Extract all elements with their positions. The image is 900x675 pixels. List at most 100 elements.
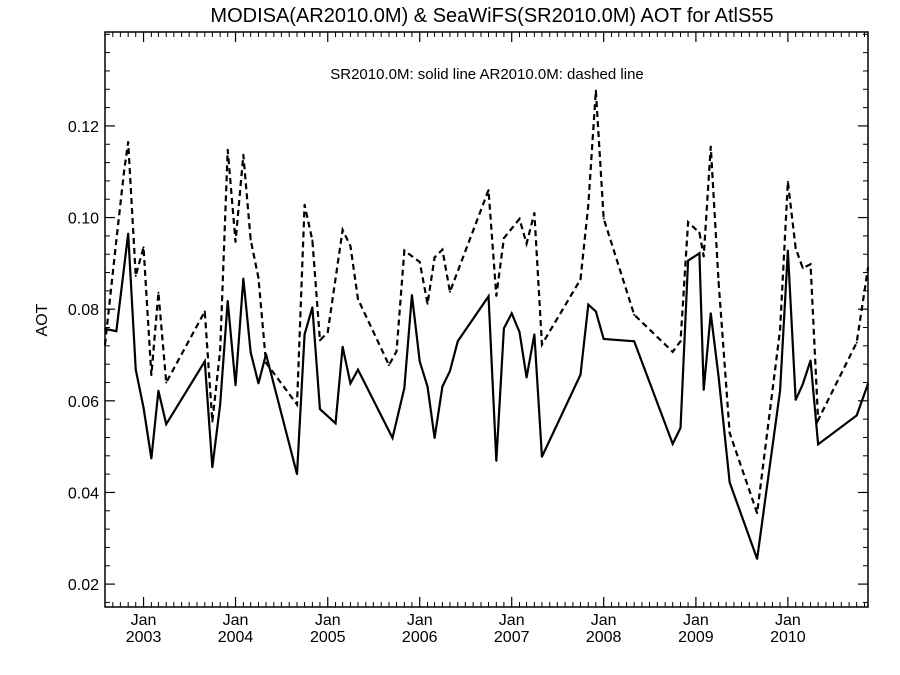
data-point (867, 382, 869, 385)
data-point (441, 248, 444, 251)
data-point (318, 408, 321, 411)
data-point (426, 302, 429, 305)
x-tick-year-label: 2007 (494, 629, 530, 646)
data-point (687, 259, 690, 262)
data-point (756, 557, 759, 560)
y-tick-label: 0.06 (68, 394, 99, 411)
data-point (104, 327, 106, 330)
data-point (341, 228, 344, 231)
data-point (633, 340, 636, 343)
data-point (540, 455, 543, 458)
data-point (456, 340, 459, 343)
data-point (234, 384, 237, 387)
legend-note: SR2010.0M: solid line AR2010.0M: dashed … (330, 66, 644, 83)
data-point (311, 306, 314, 309)
data-point (502, 237, 505, 240)
data-point (242, 153, 245, 156)
data-point (219, 349, 222, 352)
data-point (687, 221, 690, 224)
x-tick-month-label: Jan (683, 612, 709, 629)
data-point (115, 330, 118, 333)
data-point (150, 374, 153, 377)
x-tick-year-label: 2004 (218, 629, 254, 646)
data-point (142, 246, 145, 249)
data-point (387, 364, 390, 367)
data-point (525, 242, 528, 245)
data-point (698, 231, 701, 234)
data-point (296, 403, 299, 406)
data-point (502, 327, 505, 330)
data-point (579, 278, 582, 281)
data-point (594, 89, 597, 92)
x-tick-year-label: 2009 (678, 629, 714, 646)
data-point (817, 443, 820, 446)
data-point (203, 310, 206, 313)
data-point (702, 255, 705, 258)
plot-frame (104, 31, 869, 608)
x-tick-year-label: 2010 (770, 629, 806, 646)
data-point (142, 406, 145, 409)
data-point (855, 341, 858, 344)
data-point (403, 387, 406, 389)
data-point (433, 256, 436, 259)
data-point (679, 426, 682, 429)
x-tick-month-label: Jan (407, 612, 433, 629)
data-point (702, 388, 705, 391)
data-point (817, 419, 820, 422)
data-point (418, 360, 421, 363)
data-point (495, 459, 498, 462)
data-point (587, 303, 590, 306)
data-point (349, 382, 352, 385)
axis-ticks: 0.020.040.060.080.100.12Jan2003Jan2004Ja… (68, 32, 868, 646)
data-point (226, 148, 229, 151)
data-point (786, 249, 789, 252)
data-point (356, 368, 359, 371)
data-point (127, 140, 130, 143)
series-line-ar2010-0m (103, 90, 870, 514)
data-point (709, 145, 712, 148)
y-tick-label: 0.02 (68, 577, 99, 594)
data-point (219, 403, 222, 406)
y-tick-label: 0.08 (68, 302, 99, 319)
data-point (698, 252, 701, 255)
data-point (326, 331, 329, 334)
x-tick-year-label: 2006 (402, 629, 438, 646)
data-point (779, 389, 782, 392)
data-point (717, 280, 720, 283)
data-point (341, 345, 344, 348)
data-point (418, 261, 421, 263)
x-tick-month-label: Jan (315, 612, 341, 629)
data-point (487, 295, 490, 298)
data-point (318, 339, 321, 342)
data-point (242, 277, 245, 280)
data-point (249, 238, 252, 241)
data-point (410, 293, 413, 296)
data-point (165, 381, 168, 384)
x-tick-year-label: 2003 (126, 629, 162, 646)
data-point (157, 389, 160, 392)
data-point (165, 423, 168, 426)
data-point (794, 247, 797, 250)
data-point (809, 359, 812, 362)
data-point (602, 217, 605, 220)
y-tick-label: 0.04 (68, 485, 99, 502)
data-point (134, 274, 137, 277)
data-point (211, 466, 214, 469)
data-point (104, 343, 106, 346)
data-point (249, 351, 252, 354)
data-point (728, 481, 731, 484)
data-point (257, 277, 260, 280)
data-point (533, 211, 536, 214)
data-point (265, 361, 268, 364)
data-point (150, 457, 153, 460)
x-tick-year-label: 2005 (310, 629, 346, 646)
data-point (671, 442, 674, 445)
y-tick-label: 0.12 (68, 119, 99, 136)
x-tick-month-label: Jan (591, 612, 617, 629)
data-point (533, 333, 536, 336)
x-tick-month-label: Jan (131, 612, 157, 629)
data-point (441, 385, 444, 388)
x-tick-month-label: Jan (223, 612, 249, 629)
data-point (448, 370, 451, 373)
